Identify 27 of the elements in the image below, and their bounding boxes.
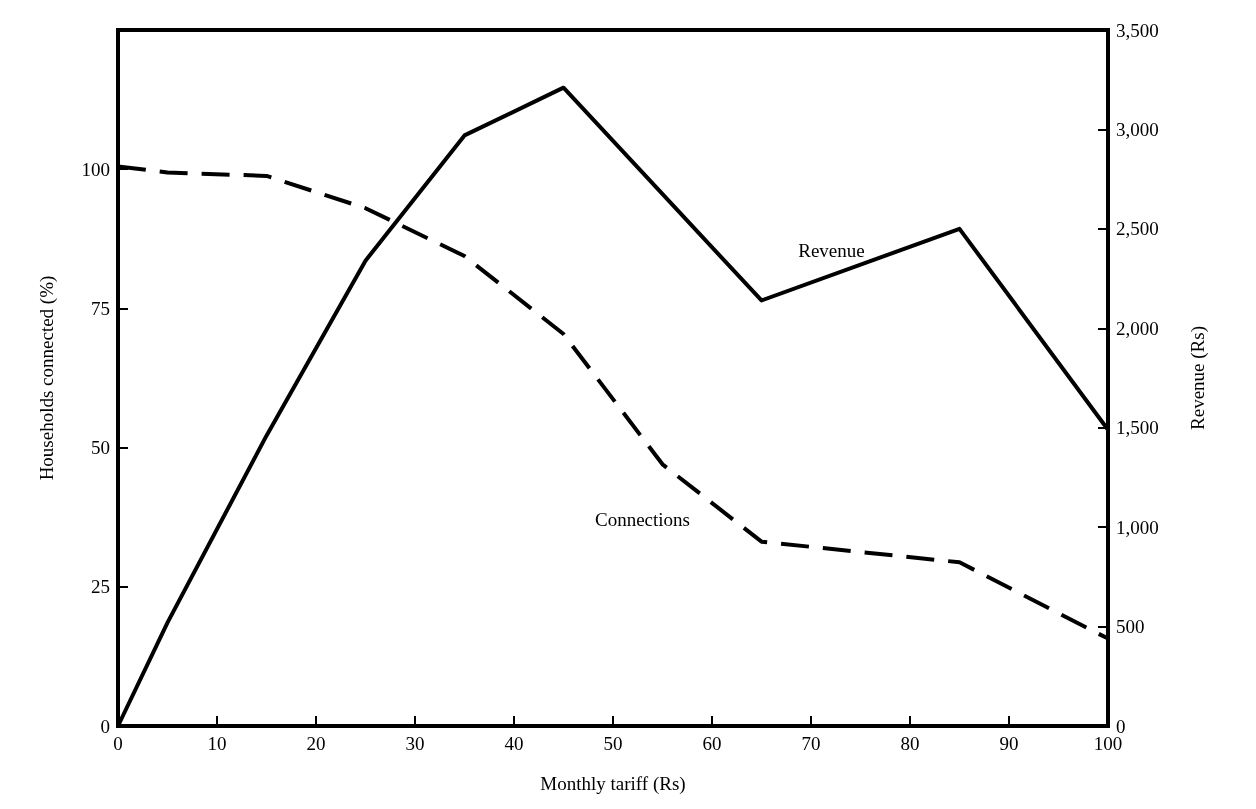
x-tick-label: 70: [801, 733, 821, 754]
y2-axis-title: Revenue (Rs): [1187, 326, 1209, 430]
y2-tick-label: 3,500: [1116, 19, 1159, 41]
x-axis-title: Monthly tariff (Rs): [540, 773, 686, 795]
y-tick-label: 75: [91, 297, 110, 319]
y2-tick-label: 1,000: [1116, 516, 1159, 538]
x-tick-label: 60: [702, 733, 722, 754]
y-axis-title: Households connected (%): [36, 275, 58, 481]
x-tick-label: 50: [603, 733, 623, 754]
y2-tick-label: 3,000: [1116, 118, 1159, 140]
x-tick-label: 10: [207, 733, 227, 754]
x-tick-label: 90: [999, 733, 1019, 754]
y2-tick-label: 2,000: [1116, 317, 1159, 339]
series-label: Revenue: [798, 239, 865, 261]
x-tick-label: 80: [900, 733, 920, 754]
y-tick-label: 50: [91, 437, 110, 459]
x-tick-label: 40: [504, 733, 524, 754]
y2-tick-label: 500: [1116, 616, 1145, 638]
y-tick-label: 25: [91, 576, 110, 598]
y2-tick-label: 1,500: [1116, 417, 1159, 439]
series-label: Connections: [595, 508, 690, 530]
x-tick-label: 30: [405, 733, 425, 754]
y-tick-label: 100: [81, 158, 110, 180]
y2-tick-label: 2,500: [1116, 218, 1159, 240]
x-tick-label: 20: [306, 733, 326, 754]
x-tick-label: 0: [113, 733, 123, 754]
y-tick-label: 0: [100, 715, 110, 737]
